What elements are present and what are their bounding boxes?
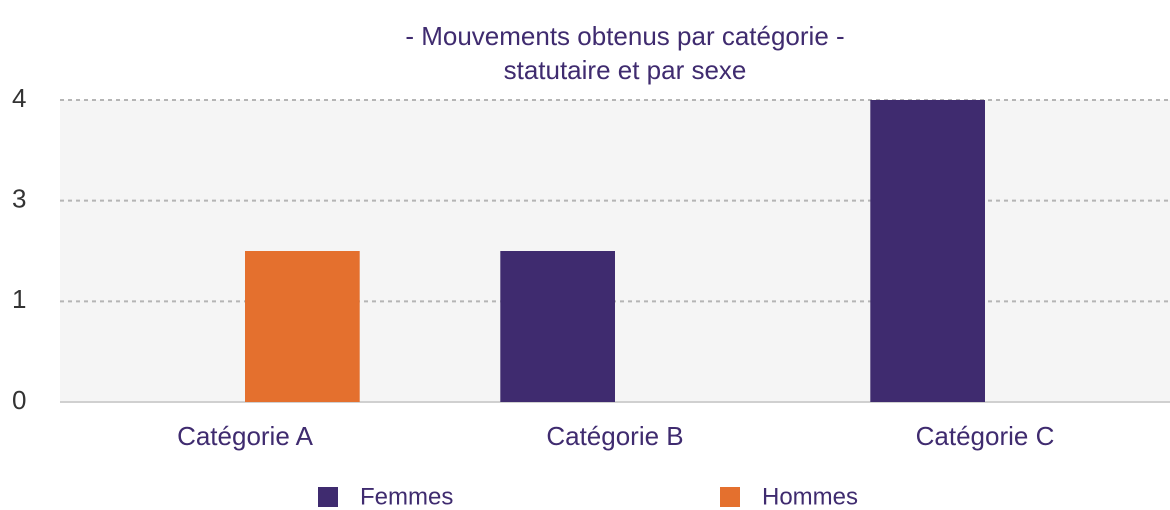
legend-label: Femmes xyxy=(360,483,453,510)
x-tick-label: Catégorie A xyxy=(177,421,314,451)
y-tick-label: 0 xyxy=(12,385,26,415)
y-tick-label: 3 xyxy=(12,184,26,214)
bar xyxy=(500,251,615,402)
chart-title: statutaire et par sexe xyxy=(504,55,747,85)
legend-swatch xyxy=(720,487,740,507)
x-tick-label: Catégorie B xyxy=(546,421,683,451)
bar xyxy=(870,100,985,402)
chart-title: - Mouvements obtenus par catégorie - xyxy=(405,21,844,51)
legend-swatch xyxy=(318,487,338,507)
bar xyxy=(245,251,360,402)
x-tick-label: Catégorie C xyxy=(916,421,1055,451)
y-tick-label: 4 xyxy=(12,83,26,113)
legend-label: Hommes xyxy=(762,483,858,510)
y-tick-label: 1 xyxy=(12,284,26,314)
